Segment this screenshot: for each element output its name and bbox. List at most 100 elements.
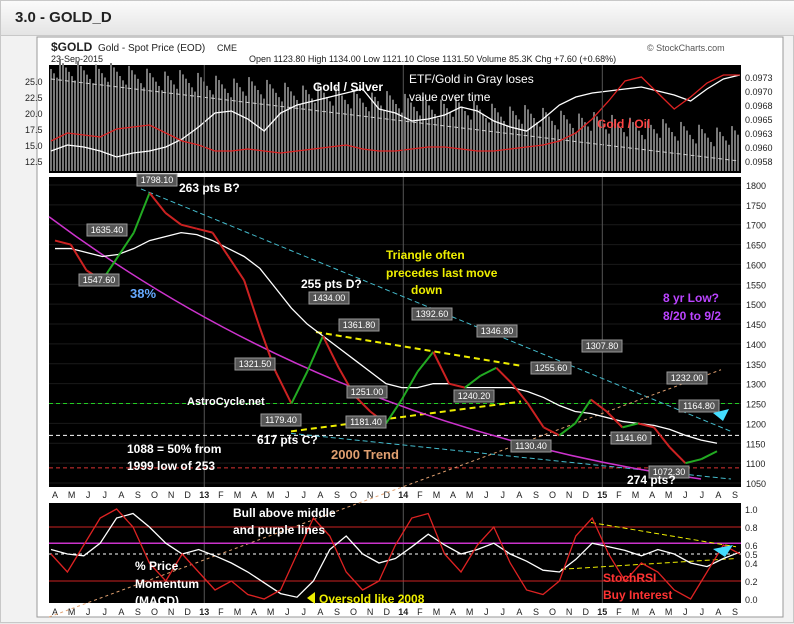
month-label: A <box>450 490 456 500</box>
month-label: A <box>52 490 58 500</box>
month-label: J <box>683 490 688 500</box>
watermark: © StockCharts.com <box>647 43 725 53</box>
month-label: M <box>234 607 242 617</box>
price-segment <box>543 426 560 437</box>
price-segment <box>511 383 529 405</box>
annotation-274: 274 pts? <box>627 473 676 487</box>
month-label: A <box>450 607 456 617</box>
label-oversold: Oversold like 2008 <box>319 592 425 606</box>
month-label: A <box>52 607 58 617</box>
month-label: 13 <box>199 607 209 617</box>
label-pm-2: Momentum <box>135 577 199 591</box>
month-label: A <box>649 490 655 500</box>
month-label: J <box>683 607 688 617</box>
price-tick-label: 1650 <box>746 241 766 251</box>
month-label: M <box>632 607 640 617</box>
price-segment <box>669 446 687 464</box>
price-tick-label: 1600 <box>746 260 766 270</box>
chart-name: Gold - Spot Price (EOD) <box>98 43 205 54</box>
price-segment <box>637 422 655 429</box>
month-label: J <box>285 607 290 617</box>
month-label: A <box>317 490 323 500</box>
price-label-box <box>510 439 552 453</box>
month-label: F <box>218 607 224 617</box>
label-stoch: StochRSI <box>603 571 656 585</box>
annotation-38: 38% <box>130 286 156 301</box>
top-left-tick: 22.5 <box>25 93 43 103</box>
month-label: J <box>501 607 506 617</box>
top-left-ticks: 25.0 22.5 20.0 17.5 15.0 12.5 <box>25 77 43 167</box>
month-label: M <box>433 490 441 500</box>
momentum-tick: 1.0 <box>745 505 758 515</box>
price-tick-label: 1450 <box>746 320 766 330</box>
month-label: A <box>516 607 522 617</box>
price-tick-label: 1400 <box>746 340 766 350</box>
price-tick-label: 1100 <box>746 459 765 469</box>
month-label: A <box>649 607 655 617</box>
price-label-text: 1392.60 <box>416 309 449 319</box>
window-title: 3.0 - GOLD_D <box>15 9 112 26</box>
month-axis-bottom: A M J J A S O N D 13 F M A M J J A S O N D 14 F M A M J J A S O N D 15 F M A… <box>52 607 738 617</box>
downtrend-line <box>140 188 732 432</box>
month-label: J <box>285 490 290 500</box>
price-segment <box>464 374 482 389</box>
month-axis-middle: A M J J A S O N D 13 F M A M J J A S O N D 14 F M A M J J A S O N D 15 F M A… <box>52 490 738 500</box>
price-label-box <box>345 415 387 429</box>
price-label-text: 1251.00 <box>351 387 384 397</box>
price-tick-label: 1550 <box>746 280 766 290</box>
label-bull: Bull above middle <box>233 506 336 520</box>
price-series <box>54 192 718 465</box>
price-grid <box>49 65 741 603</box>
price-segment <box>69 244 88 271</box>
price-tick-label: 1750 <box>746 201 766 211</box>
month-label: S <box>732 607 738 617</box>
price-label-box <box>234 357 276 371</box>
price-segment <box>164 211 182 226</box>
label-etf: ETF/Gold in Gray loses <box>409 72 534 86</box>
label-pm-3: (MACD) <box>135 594 179 608</box>
price-segment <box>432 351 450 385</box>
price-label-text: 1307.80 <box>586 341 619 351</box>
annotation-8yr-dates: 8/20 to 9/2 <box>663 309 721 323</box>
price-label-box <box>666 371 708 385</box>
arrow-icon-cyan <box>713 409 729 421</box>
month-label: M <box>665 607 673 617</box>
momentum-tick: 0.8 <box>745 523 758 533</box>
price-label-box <box>308 291 350 305</box>
price-label-text: 1232.00 <box>671 373 704 383</box>
top-left-tick: 25.0 <box>25 77 43 87</box>
arrow-icon-cyan-2 <box>713 545 733 557</box>
price-label-text: 1130.40 <box>515 441 547 451</box>
price-segment <box>448 382 466 389</box>
label-stoch-2: Buy Interest <box>603 588 672 602</box>
price-segment <box>385 399 403 424</box>
price-segment <box>243 280 261 329</box>
momentum-axis-ticks: 1.0 0.8 0.60.50.4 0.2 0.0 <box>745 505 758 605</box>
price-label-text: 1434.00 <box>313 293 346 303</box>
price-label-box <box>678 399 720 413</box>
annotation-8yr: 8 yr Low? <box>663 291 719 305</box>
gold-silver-line <box>50 74 740 158</box>
annotation-1088: 1088 = 50% from <box>127 442 221 456</box>
month-label: S <box>135 490 141 500</box>
price-tick-label: 1250 <box>746 400 766 410</box>
momentum-tick: 0.2 <box>745 577 758 587</box>
annotation-triangle: Triangle often <box>386 248 465 262</box>
month-label: A <box>251 607 257 617</box>
month-label: D <box>184 607 191 617</box>
month-label: M <box>466 490 474 500</box>
top-left-tick: 17.5 <box>25 125 43 135</box>
price-segment <box>54 239 72 246</box>
month-label: J <box>103 607 108 617</box>
month-label: 14 <box>398 607 408 617</box>
annotation-triangle-2: precedes last move <box>386 266 498 280</box>
price-label-box <box>78 273 120 287</box>
month-label: M <box>466 607 474 617</box>
price-label-box <box>648 465 690 479</box>
price-segment <box>132 192 151 234</box>
chart-date: 23-Sep-2015 <box>51 54 103 64</box>
month-label: O <box>549 490 556 500</box>
price-label-text: 1141.60 <box>615 433 647 443</box>
momentum-tick: 0.4 <box>745 559 758 569</box>
price-segment <box>622 422 639 429</box>
